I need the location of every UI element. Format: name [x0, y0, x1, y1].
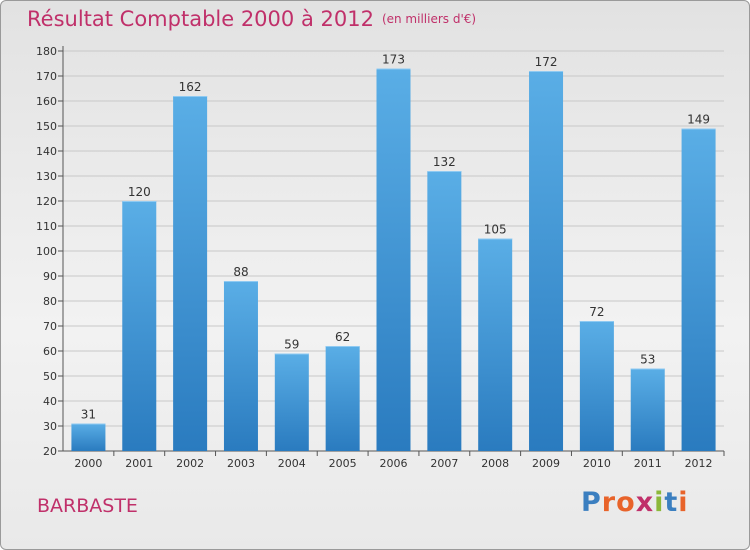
bar	[529, 71, 564, 451]
chart-title: Résultat Comptable 2000 à 2012 (en millie…	[27, 7, 477, 31]
bars: 31 120 162 88 59 62 173 132 105 172 72 53 149	[71, 53, 716, 451]
x-tick-label: 2010	[583, 457, 611, 470]
x-tick-label: 2006	[380, 457, 408, 470]
y-tick-label: 30	[43, 420, 57, 433]
y-tick-label: 70	[43, 320, 57, 333]
place-name: BARBASTE	[37, 495, 138, 517]
bar	[376, 68, 411, 451]
y-tick-label: 160	[36, 95, 57, 108]
data-label: 173	[382, 53, 405, 67]
data-label: 105	[484, 223, 507, 237]
data-label: 62	[335, 330, 350, 344]
data-label: 149	[687, 113, 710, 127]
bar	[173, 96, 208, 451]
data-label: 172	[535, 55, 558, 69]
bar	[427, 171, 462, 451]
bar	[478, 238, 513, 451]
logo-letter: o	[616, 487, 636, 518]
logo-letter: x	[635, 487, 655, 518]
x-tick-label: 2007	[430, 457, 458, 470]
y-tick-label: 120	[36, 195, 57, 208]
proxiti-logo[interactable]: Proxiti	[581, 487, 689, 518]
logo-letter: r	[601, 487, 617, 518]
y-tick-label: 90	[43, 270, 57, 283]
bar	[325, 346, 360, 451]
x-tick-label: 2001	[125, 457, 153, 470]
x-tick-label: 2003	[227, 457, 255, 470]
data-label: 120	[128, 185, 151, 199]
logo-letter: i	[678, 487, 689, 518]
x-tick-label: 2005	[329, 457, 357, 470]
logo-letter: i	[654, 487, 665, 518]
y-tick-label: 140	[36, 145, 57, 158]
y-tick-label: 130	[36, 170, 57, 183]
x-tick-label: 2000	[74, 457, 102, 470]
bar	[71, 423, 106, 451]
x-tick-label: 2008	[481, 457, 509, 470]
data-label: 31	[81, 408, 96, 422]
data-label: 59	[284, 338, 299, 352]
data-label: 88	[233, 265, 248, 279]
chart-subtitle: (en milliers d'€)	[381, 12, 477, 26]
y-tick-label: 180	[36, 45, 57, 58]
y-tick-label: 20	[43, 445, 57, 458]
bar	[579, 321, 614, 451]
logo-letter: P	[581, 487, 602, 518]
y-tick-label: 60	[43, 345, 57, 358]
bar	[274, 353, 309, 451]
bar	[223, 281, 258, 451]
x-tick-label: 2009	[532, 457, 560, 470]
bar	[681, 128, 716, 451]
axes: 20 30 40 50 60 70 80 90 100 110 120 130 140 150 160 170…	[36, 45, 725, 470]
y-tick-label: 170	[36, 70, 57, 83]
x-tick-label: 2012	[685, 457, 713, 470]
data-label: 162	[179, 80, 202, 94]
x-tick-label: 2004	[278, 457, 306, 470]
y-tick-label: 40	[43, 395, 57, 408]
y-tick-label: 110	[36, 220, 57, 233]
bar	[630, 368, 665, 451]
data-label: 132	[433, 155, 456, 169]
data-label: 53	[640, 353, 655, 367]
y-tick-label: 150	[36, 120, 57, 133]
bar	[122, 201, 157, 451]
data-label: 72	[589, 305, 604, 319]
logo-letter: t	[664, 487, 679, 518]
x-tick-label: 2002	[176, 457, 204, 470]
y-tick-label: 80	[43, 295, 57, 308]
x-tick-label: 2011	[634, 457, 662, 470]
y-tick-label: 50	[43, 370, 57, 383]
y-tick-label: 100	[36, 245, 57, 258]
